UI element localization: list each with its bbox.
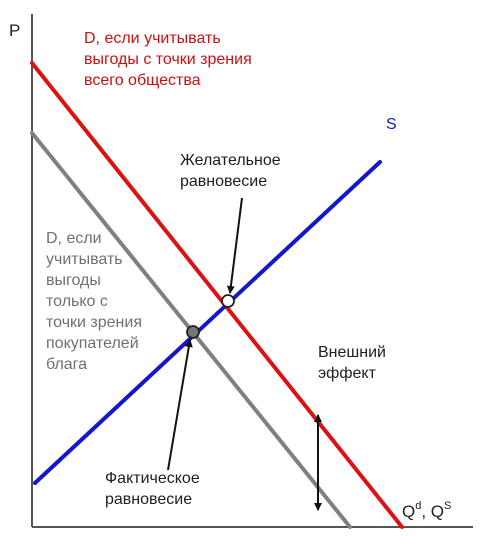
social-demand-label-line: выгоды с точки зрения <box>84 51 252 68</box>
private-demand-label-line: учитывать <box>46 251 123 268</box>
x-axis-label-q: Q <box>402 502 416 521</box>
x-axis-label: Qd, QS <box>402 496 451 522</box>
desired-equilibrium-label-line: равновесие <box>180 173 268 190</box>
social-demand-curve <box>30 61 404 529</box>
private-demand-label-line: блага <box>46 356 88 373</box>
y-axis-label: P <box>9 21 21 40</box>
private-demand-label-line: покупателей <box>46 335 139 352</box>
social-demand-label: D, если учитывать выгоды с точки зрения … <box>84 28 252 91</box>
external-effect-label: Внешний эффект <box>318 342 386 384</box>
actual-equilibrium-point <box>186 325 200 339</box>
private-demand-label-line: D, если <box>46 230 102 247</box>
private-demand-label: D, если учитывать выгоды только с точки … <box>46 228 142 375</box>
desired-equilibrium-label: Желательное равновесие <box>180 150 281 192</box>
actual-equilibrium-label-line: равновесие <box>105 491 193 508</box>
x-axis-label-sup-s: S <box>444 500 452 512</box>
actual-pointer <box>167 339 193 471</box>
social-demand-label-line: D, если учитывать <box>84 30 221 47</box>
social-demand-label-line: всего общества <box>84 72 201 89</box>
desired-equilibrium-label-line: Желательное <box>180 152 281 169</box>
private-demand-label-line: выгоды <box>46 272 101 289</box>
supply-curve <box>33 160 382 485</box>
x-axis-label-sep: , Q <box>421 502 445 521</box>
private-demand-label-line: точки зрения <box>46 314 142 331</box>
x-axis-label-sup-d: d <box>415 500 422 512</box>
desired-pointer <box>226 197 243 294</box>
external-effect-label-line: Внешний <box>318 344 386 361</box>
private-demand-label-line: только с <box>46 293 108 310</box>
desired-equilibrium-point <box>221 294 235 308</box>
actual-equilibrium-label: Фактическое равновесие <box>105 468 200 510</box>
external-effect-label-line: эффект <box>318 365 376 382</box>
actual-equilibrium-label-line: Фактическое <box>105 470 200 487</box>
supply-label: S <box>386 116 397 133</box>
